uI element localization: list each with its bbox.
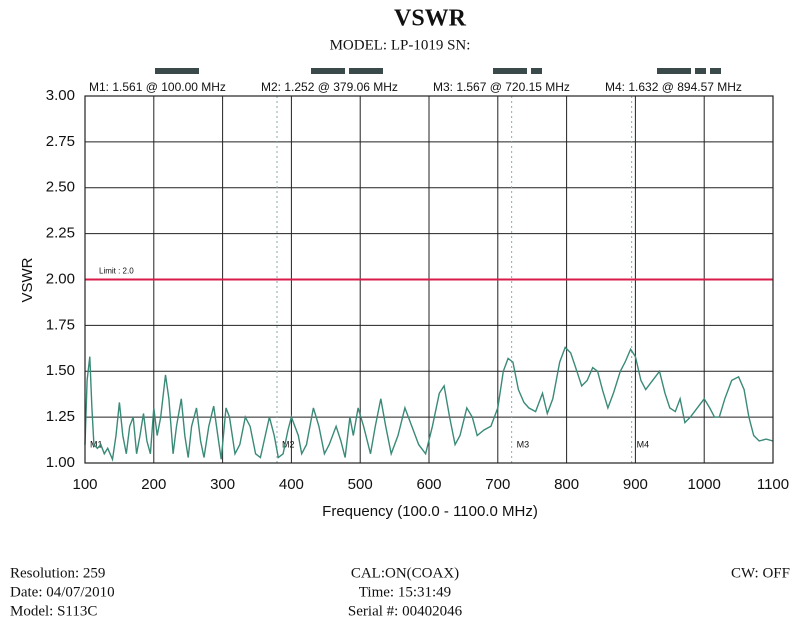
- x-tick-label: 800: [554, 476, 579, 493]
- y-tick-label: 1.50: [46, 362, 75, 379]
- marker-readout: M2: 1.252 @ 379.06 MHz: [261, 80, 398, 94]
- y-tick-label: 1.00: [46, 454, 75, 471]
- plot-frame: [84, 95, 774, 464]
- chart-subtitle: MODEL: LP-1019 SN:: [330, 37, 471, 53]
- trace-line: [84, 346, 774, 462]
- chart-title: VSWR: [394, 6, 467, 32]
- x-tick-label: 600: [416, 476, 441, 493]
- footer-text: CAL:ON(COAX): [351, 565, 459, 581]
- limit-label: Limit : 2.0: [99, 267, 134, 276]
- x-tick-label: 700: [485, 476, 510, 493]
- y-axis-label: VSWR: [19, 257, 36, 302]
- y-tick-label: 2.00: [46, 270, 75, 287]
- y-tick-label: 2.50: [46, 179, 75, 196]
- x-tick-label: 1000: [688, 476, 721, 493]
- x-axis-label: Frequency (100.0 - 1100.0 MHz): [322, 503, 538, 520]
- x-tick-label: 1100: [757, 476, 789, 493]
- marker-label: M4: [637, 439, 650, 449]
- marker-readout: M1: 1.561 @ 100.00 MHz: [89, 80, 226, 94]
- footer-text: CW: OFF: [731, 565, 790, 581]
- x-tick-label: 500: [348, 476, 373, 493]
- marker-label: M2: [282, 439, 295, 449]
- marker-readout: M4: 1.632 @ 894.57 MHz: [605, 80, 742, 94]
- footer-text: Serial #: 00402046: [348, 603, 463, 619]
- x-tick-label: 300: [210, 476, 235, 493]
- x-tick-label: 100: [72, 476, 97, 493]
- footer-text: Time: 15:31:49: [359, 584, 451, 600]
- x-tick-label: 400: [279, 476, 304, 493]
- y-tick-label: 1.25: [46, 408, 75, 425]
- x-tick-label: 900: [623, 476, 648, 493]
- y-tick-label: 3.00: [46, 87, 75, 104]
- footer-text: Model: S113C: [10, 603, 97, 619]
- x-tick-label: 200: [141, 476, 166, 493]
- marker-label: M1: [90, 439, 103, 449]
- marker-bars: [155, 68, 721, 74]
- y-tick-label: 2.25: [46, 225, 75, 242]
- marker-label: M3: [517, 439, 530, 449]
- y-tick-label: 1.75: [46, 316, 75, 333]
- y-tick-label: 2.75: [46, 133, 75, 150]
- footer-text: Date: 04/07/2010: [10, 584, 115, 600]
- marker-readout: M3: 1.567 @ 720.15 MHz: [433, 80, 570, 94]
- footer-text: Resolution: 259: [10, 565, 105, 581]
